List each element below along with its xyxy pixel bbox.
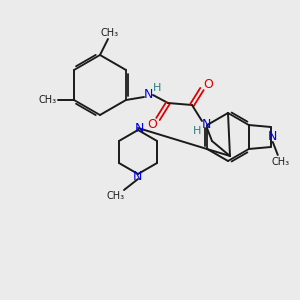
Text: N: N: [201, 118, 211, 131]
Text: CH₃: CH₃: [39, 95, 57, 105]
Text: H: H: [153, 83, 161, 93]
Text: CH₃: CH₃: [107, 191, 125, 201]
Text: CH₃: CH₃: [272, 157, 290, 167]
Text: O: O: [147, 118, 157, 130]
Text: O: O: [203, 77, 213, 91]
Text: N: N: [132, 169, 142, 182]
Text: N: N: [268, 130, 278, 143]
Text: N: N: [143, 88, 153, 100]
Text: H: H: [193, 126, 201, 136]
Text: CH₃: CH₃: [101, 28, 119, 38]
Text: N: N: [134, 122, 144, 134]
